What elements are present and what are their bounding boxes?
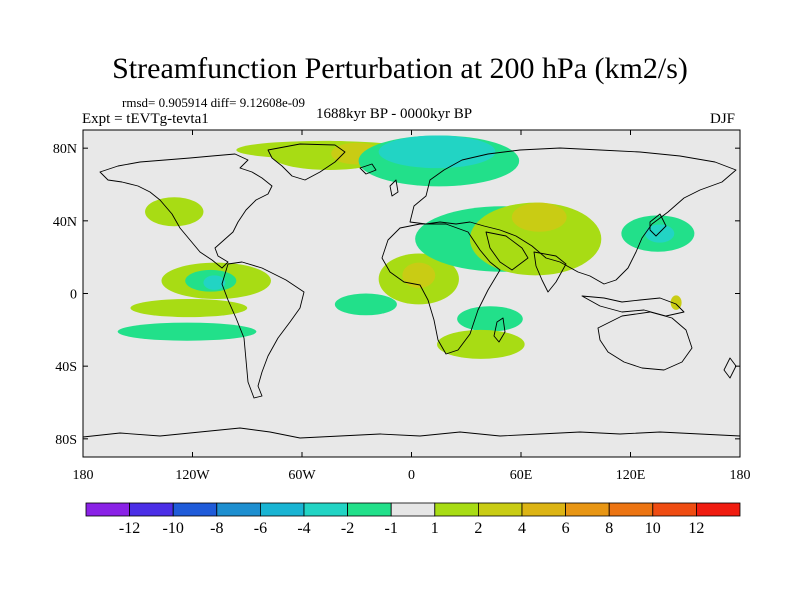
anomaly-region-7 <box>130 298 248 318</box>
colorbar-swatch-6 <box>347 502 392 517</box>
colorbar-label-6: -1 <box>385 520 398 537</box>
coast-africa <box>381 223 501 355</box>
coast-antarctica <box>83 427 740 439</box>
coast-madagascar <box>493 317 506 343</box>
colorbar-swatch-0 <box>85 502 130 517</box>
colorbar-label-11: 8 <box>605 520 613 537</box>
coastlines <box>83 143 740 439</box>
coast-iceland <box>359 163 377 175</box>
colorbar-swatch-13 <box>652 502 697 517</box>
colorbar-swatch-14 <box>696 502 741 517</box>
colorbar-swatch-1 <box>129 502 174 517</box>
anomaly-region-6 <box>203 275 226 290</box>
colorbar-swatch-9 <box>477 502 523 517</box>
colorbar-swatch-11 <box>565 502 610 517</box>
anomaly-region-21 <box>670 295 682 310</box>
anomaly-region-9 <box>334 293 397 316</box>
coast-north-america <box>99 153 273 269</box>
anomaly-region-19 <box>457 306 523 332</box>
colorbar-label-9: 4 <box>518 520 526 537</box>
colorbar-label-7: 1 <box>431 520 439 537</box>
y-tick-label-0: 80N <box>53 142 77 157</box>
coast-new-zealand <box>723 357 737 379</box>
x-tick-label-1: 120W <box>175 468 210 483</box>
colorbar-label-4: -4 <box>297 520 310 537</box>
colorbar-swatch-7 <box>390 502 436 517</box>
chart-title: Streamfunction Perturbation at 200 hPa (… <box>112 52 688 85</box>
colorbar-label-1: -10 <box>163 520 184 537</box>
colorbar-swatch-10 <box>521 502 566 517</box>
y-tick-label-4: 80S <box>55 433 77 448</box>
coast-india <box>533 251 567 293</box>
anomaly-region-18 <box>645 224 675 243</box>
anomaly-regions <box>117 135 695 359</box>
anomaly-region-20 <box>437 329 525 359</box>
x-tick-label-0: 180 <box>73 468 94 483</box>
anomaly-region-8 <box>117 322 257 341</box>
stats-text: rmsd= 0.905914 diff= 9.12608e-09 <box>122 95 306 110</box>
colorbar-label-10: 6 <box>562 520 570 537</box>
anomaly-region-11 <box>402 262 436 289</box>
anomaly-region-3 <box>145 197 204 227</box>
x-tick-label-4: 60E <box>510 468 533 483</box>
coast-eurasia <box>409 147 737 285</box>
anomaly-region-13 <box>378 135 496 169</box>
colorbar-label-3: -6 <box>254 520 267 537</box>
y-tick-label-1: 40N <box>53 215 77 230</box>
colorbar-swatch-8 <box>434 502 479 517</box>
colorbar: -12 -10 -8 -6 -4 -2 -1 1 2 4 6 8 10 12 <box>85 502 741 537</box>
colorbar-swatch-2 <box>172 502 218 517</box>
coast-uk <box>389 179 399 197</box>
anomaly-region-16 <box>511 202 567 232</box>
coast-indonesia <box>581 295 685 317</box>
x-tick-label-5: 120E <box>616 468 646 483</box>
colorbar-label-2: -8 <box>210 520 223 537</box>
coast-arabia <box>485 231 529 271</box>
colorbar-swatch-5 <box>303 502 348 517</box>
colorbar-label-8: 2 <box>474 520 482 537</box>
colorbar-label-12: 10 <box>645 520 661 537</box>
colorbar-swatch-3 <box>216 502 261 517</box>
experiment-label: Expt = tEVTg-tevta1 <box>82 111 209 127</box>
x-tick-label-3: 0 <box>408 468 415 483</box>
anomaly-region-15 <box>469 202 602 276</box>
colorbar-label-0: -12 <box>119 520 140 537</box>
season-label: DJF <box>710 111 736 127</box>
y-tick-label-3: 40S <box>55 360 77 375</box>
period-label: 1688kyr BP - 0000kyr BP <box>316 106 473 122</box>
x-tick-label-6: 180 <box>730 468 751 483</box>
axis-ticks: 180 120W 60W 0 60E 120E 180 80N 40N 0 40S 80S <box>53 130 751 483</box>
colorbar-swatch-4 <box>259 502 305 517</box>
coast-australia <box>597 311 693 371</box>
x-tick-label-2: 60W <box>288 468 316 483</box>
coast-south-america <box>221 261 305 399</box>
coast-japan <box>649 213 667 237</box>
y-tick-label-2: 0 <box>70 288 77 303</box>
colorbar-label-13: 12 <box>688 520 704 537</box>
colorbar-label-5: -2 <box>341 520 354 537</box>
coast-greenland <box>267 143 346 181</box>
colorbar-swatch-12 <box>608 502 654 517</box>
